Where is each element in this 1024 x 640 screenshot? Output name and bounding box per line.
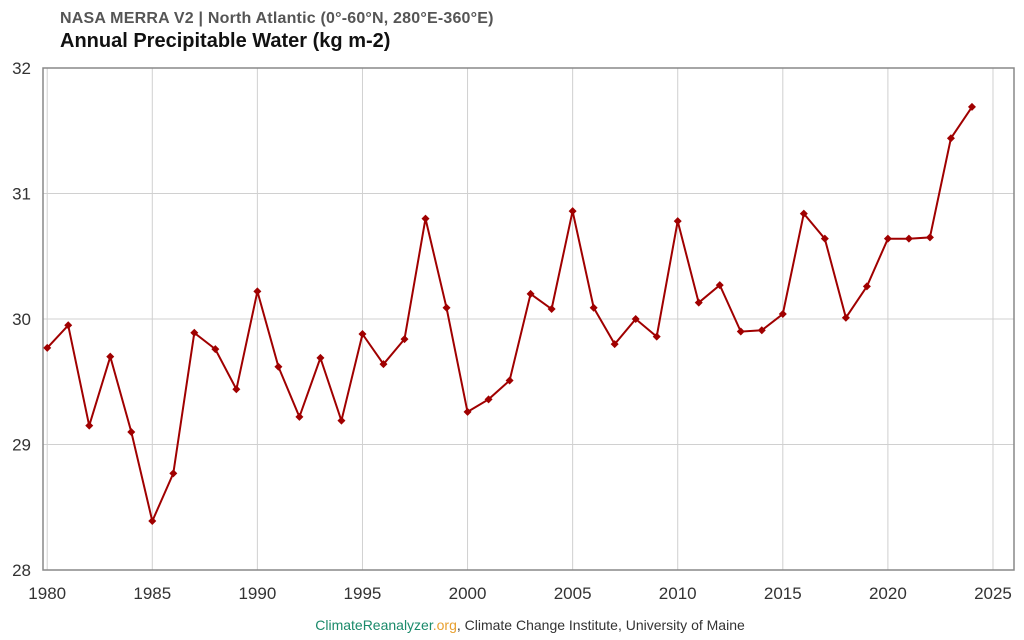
data-point bbox=[883, 234, 892, 243]
data-point bbox=[568, 207, 577, 216]
credit-site-name[interactable]: ClimateReanalyzer bbox=[315, 617, 433, 633]
data-point bbox=[274, 362, 283, 371]
x-tick-label: 1995 bbox=[344, 584, 382, 603]
data-point bbox=[694, 298, 703, 307]
x-tick-label: 1990 bbox=[238, 584, 276, 603]
data-point bbox=[442, 303, 451, 312]
data-point bbox=[757, 326, 766, 335]
data-point bbox=[715, 281, 724, 290]
data-point bbox=[799, 209, 808, 218]
data-point bbox=[820, 234, 829, 243]
series-line bbox=[46, 106, 973, 525]
data-point bbox=[85, 421, 94, 430]
data-point bbox=[631, 315, 640, 323]
data-point bbox=[589, 303, 598, 312]
x-tick-label: 1985 bbox=[133, 584, 171, 603]
data-point bbox=[673, 217, 682, 226]
x-tick-label: 2005 bbox=[554, 584, 592, 603]
chart-title: Annual Precipitable Water (kg m-2) bbox=[60, 30, 391, 52]
y-tick-label: 32 bbox=[12, 59, 31, 78]
credit-site-domain[interactable]: .org bbox=[432, 617, 457, 633]
data-point bbox=[904, 234, 913, 243]
data-point bbox=[379, 360, 388, 369]
data-point bbox=[526, 289, 535, 298]
data-point bbox=[169, 469, 178, 478]
chart-subtitle: NASA MERRA V2 | North Atlantic (0°-60°N,… bbox=[60, 10, 494, 27]
y-axis: 28 29 30 31 32 bbox=[12, 59, 31, 580]
data-point bbox=[547, 304, 556, 313]
data-point bbox=[610, 340, 619, 349]
x-tick-label: 2015 bbox=[764, 584, 802, 603]
x-axis: 1980 1985 1990 1995 2000 2005 2010 2015 2020 2025 bbox=[28, 584, 1012, 603]
y-tick-label: 28 bbox=[12, 561, 31, 580]
data-point bbox=[862, 282, 871, 291]
data-point bbox=[127, 427, 136, 436]
y-tick-label: 30 bbox=[12, 310, 31, 329]
x-tick-label: 2000 bbox=[449, 584, 487, 603]
data-point bbox=[652, 332, 661, 341]
data-point bbox=[337, 416, 346, 425]
data-point bbox=[358, 330, 367, 339]
x-tick-label: 2020 bbox=[869, 584, 907, 603]
data-points bbox=[43, 102, 976, 526]
data-point bbox=[316, 353, 325, 362]
x-tick-label: 1980 bbox=[28, 584, 66, 603]
data-point bbox=[211, 345, 220, 354]
data-point bbox=[778, 309, 787, 318]
data-point bbox=[736, 327, 745, 336]
data-point bbox=[421, 214, 430, 223]
data-point bbox=[148, 517, 157, 526]
credit-line: ClimateReanalyzer.org, Climate Change In… bbox=[0, 617, 1024, 633]
data-point bbox=[232, 385, 241, 394]
data-point bbox=[106, 352, 115, 361]
data-point bbox=[484, 395, 493, 404]
x-tick-label: 2010 bbox=[659, 584, 697, 603]
data-point bbox=[946, 134, 955, 143]
data-point bbox=[925, 233, 934, 242]
data-point bbox=[190, 328, 199, 337]
x-tick-label: 2025 bbox=[974, 584, 1012, 603]
data-point bbox=[295, 412, 304, 421]
data-point bbox=[463, 407, 472, 416]
y-tick-label: 29 bbox=[12, 436, 31, 455]
grid bbox=[43, 67, 1014, 571]
credit-institution: , Climate Change Institute, University o… bbox=[456, 617, 745, 633]
data-point bbox=[253, 287, 262, 296]
data-point bbox=[841, 313, 850, 322]
data-point bbox=[64, 321, 73, 330]
data-point bbox=[43, 343, 52, 352]
y-tick-label: 31 bbox=[12, 185, 31, 204]
plot-frame bbox=[42, 67, 1015, 571]
data-point bbox=[967, 102, 976, 111]
data-point bbox=[505, 376, 514, 385]
data-point bbox=[400, 335, 409, 344]
